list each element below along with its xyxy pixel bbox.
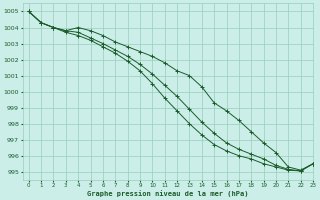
X-axis label: Graphe pression niveau de la mer (hPa): Graphe pression niveau de la mer (hPa) — [87, 190, 249, 197]
